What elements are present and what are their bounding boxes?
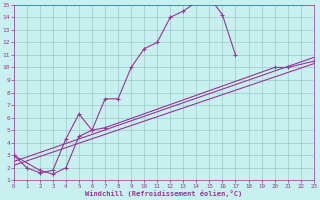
X-axis label: Windchill (Refroidissement éolien,°C): Windchill (Refroidissement éolien,°C) [85, 190, 242, 197]
